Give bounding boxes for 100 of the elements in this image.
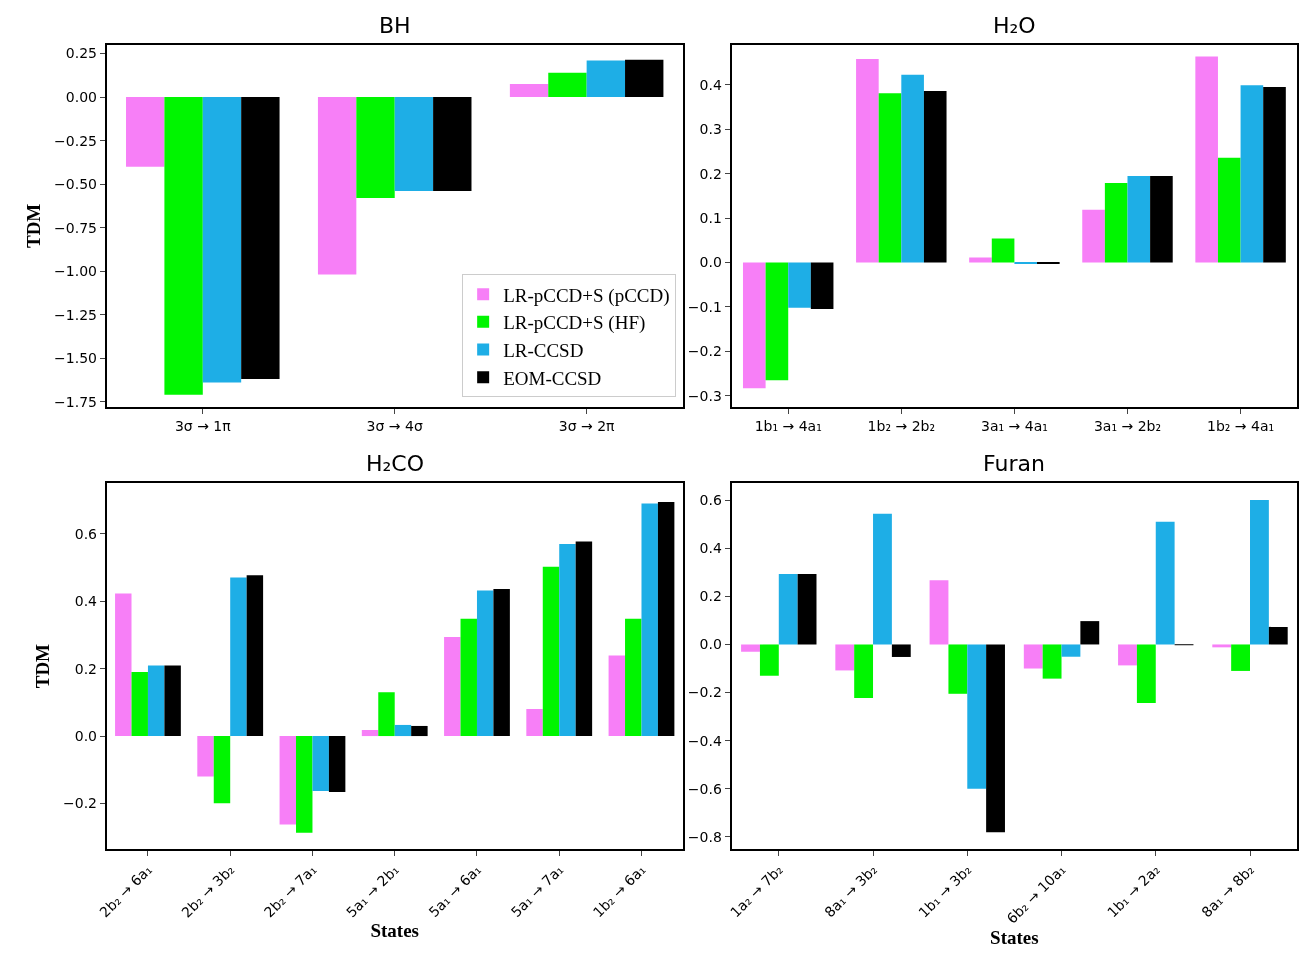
y-axis-title: TDM: [23, 203, 45, 249]
x-tick-label: 2b₂ → 3b₂: [178, 861, 238, 921]
y-tick-label: −0.3: [687, 387, 722, 404]
bar: [986, 644, 1005, 833]
y-tick-label: −1.25: [54, 306, 98, 323]
bar: [878, 93, 902, 263]
bar: [493, 589, 510, 737]
bar: [476, 590, 494, 737]
x-tick-label: 3a₁ → 2b₂: [1093, 417, 1162, 434]
y-tick-label: 0.25: [65, 45, 98, 62]
bar: [1250, 500, 1269, 645]
x-tick-label: 1b₂ → 2b₂: [867, 417, 936, 434]
y-tick-label: −0.2: [687, 684, 722, 701]
bar: [1118, 644, 1137, 666]
bar: [147, 665, 165, 737]
y-tick-label: 0.1: [699, 209, 722, 226]
bar: [526, 709, 543, 737]
y-tick-label: −1.75: [54, 393, 98, 410]
bar: [891, 644, 911, 657]
bar: [856, 59, 879, 263]
bar: [1061, 644, 1081, 657]
bar: [901, 74, 924, 263]
bar: [1127, 175, 1151, 263]
bar: [929, 580, 949, 645]
bar: [1023, 644, 1043, 669]
x-tick-label: 3σ → 4σ: [366, 417, 423, 434]
bar: [126, 97, 165, 167]
bar: [164, 97, 203, 395]
bar: [394, 724, 412, 737]
bar: [279, 736, 297, 825]
bar: [213, 736, 231, 804]
y-tick-label: 0.6: [74, 525, 98, 542]
bar: [967, 644, 987, 789]
bar: [1136, 644, 1156, 703]
bar: [1240, 85, 1264, 263]
bar: [548, 72, 587, 98]
bar: [1014, 261, 1038, 264]
bar: [356, 97, 395, 199]
bar: [444, 636, 461, 737]
y-tick-label: −0.75: [54, 219, 98, 236]
bar: [1042, 644, 1062, 679]
bar: [509, 84, 549, 98]
y-tick-label: −1.00: [54, 263, 98, 280]
bar: [788, 262, 811, 308]
bar: [1080, 621, 1100, 645]
y-tick-label: −0.8: [687, 828, 722, 845]
bar: [1104, 183, 1128, 263]
y-tick-label: −0.2: [687, 343, 722, 360]
bar: [835, 644, 855, 671]
bar: [608, 655, 626, 737]
bar: [625, 59, 664, 98]
bar: [202, 97, 242, 383]
bar: [1082, 209, 1105, 263]
bar: [1212, 644, 1232, 648]
x-tick-label: 1b₁ → 2a₂: [1104, 861, 1163, 921]
y-tick-label: −0.50: [54, 175, 98, 192]
bar: [741, 644, 760, 652]
bar: [575, 541, 593, 737]
bar: [361, 729, 379, 737]
bar: [394, 97, 434, 192]
y-tick-label: −1.50: [54, 350, 98, 367]
chart-title: Furan: [983, 451, 1045, 476]
y-tick-label: 0.4: [699, 76, 722, 93]
x-tick-label: 2b₂ → 6a₁: [96, 861, 156, 921]
bar: [759, 644, 779, 676]
y-tick-label: −0.1: [687, 298, 722, 315]
bar: [115, 593, 132, 737]
x-tick-label: 3σ → 1π: [174, 417, 232, 434]
bar: [131, 672, 148, 737]
y-tick-label: 0.0: [699, 636, 722, 653]
chart-title: H₂O: [993, 13, 1036, 38]
y-tick-label: 0.2: [74, 660, 98, 677]
y-tick-label: −0.6: [687, 780, 722, 797]
bar: [296, 736, 313, 833]
bar: [810, 262, 834, 310]
y-tick-label: 0.0: [74, 727, 98, 744]
x-tick-label: 8a₁ → 8b₂: [1198, 861, 1258, 921]
x-tick-label: 5a₁ → 7a₁: [507, 861, 567, 921]
legend-label: LR-pCCD+S (pCCD): [503, 284, 670, 307]
y-tick-label: 0.2: [699, 588, 722, 605]
bar: [197, 736, 214, 777]
chart-title: BH: [379, 13, 411, 38]
x-tick-label: 3σ → 2π: [558, 417, 616, 434]
bar: [742, 262, 766, 389]
y-tick-label: 0.4: [699, 540, 722, 557]
y-tick-label: 0.00: [65, 88, 98, 105]
bar: [586, 60, 626, 98]
bar: [317, 97, 357, 275]
x-tick-label: 1a₂ → 7b₂: [727, 861, 786, 921]
bar: [433, 97, 472, 192]
bar: [778, 573, 798, 645]
legend-label: EOM-CCSD: [503, 367, 602, 389]
y-tick-label: −0.2: [63, 795, 98, 812]
bar: [1037, 261, 1060, 264]
bar: [542, 566, 560, 737]
bar: [164, 665, 181, 737]
bar: [241, 97, 280, 379]
x-tick-label: 5a₁ → 2b₁: [343, 861, 402, 921]
bar: [378, 692, 395, 737]
x-tick-label: 5a₁ → 6a₁: [425, 861, 485, 921]
